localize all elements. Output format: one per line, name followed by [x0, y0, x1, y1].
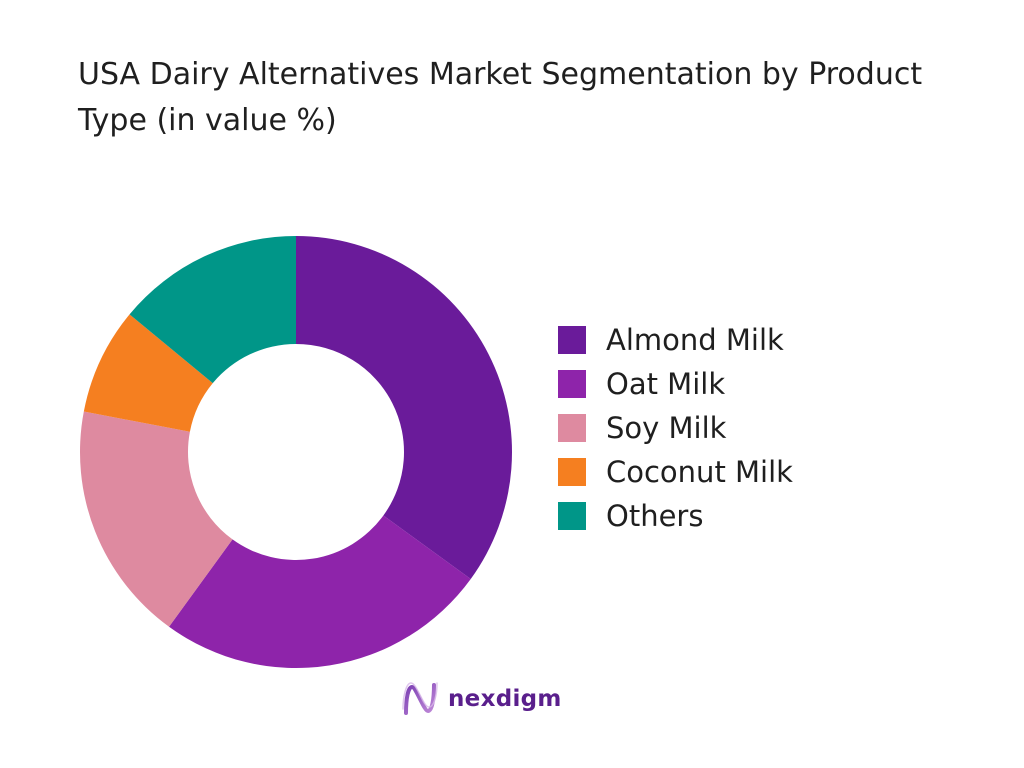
legend-swatch-oat [558, 370, 586, 398]
legend-label: Others [606, 499, 704, 533]
legend-label: Coconut Milk [606, 455, 793, 489]
donut-slice-oat-milk [169, 515, 471, 668]
donut-slice-others [129, 236, 296, 384]
legend-label: Almond Milk [606, 323, 784, 357]
legend-swatch-coconut [558, 458, 586, 486]
legend-label: Oat Milk [606, 367, 726, 401]
legend-label: Soy Milk [606, 411, 727, 445]
legend-item: Others [558, 494, 793, 538]
brand-logo: nexdigm [400, 679, 562, 719]
donut-slice-almond-milk [296, 236, 512, 579]
donut-chart [80, 236, 512, 668]
nexdigm-logo-icon [402, 682, 438, 715]
donut-slice-coconut-milk [83, 314, 213, 432]
legend-swatch-soy [558, 414, 586, 442]
legend: Almond Milk Oat Milk Soy Milk Coconut Mi… [558, 318, 793, 538]
chart-title: USA Dairy Alternatives Market Segmentati… [78, 57, 923, 138]
legend-item: Soy Milk [558, 406, 793, 450]
legend-item: Almond Milk [558, 318, 793, 362]
legend-swatch-others [558, 502, 586, 530]
legend-swatch-almond [558, 326, 586, 354]
donut-slice-soy-milk [80, 411, 233, 627]
brand-name: nexdigm [448, 686, 562, 712]
legend-item: Coconut Milk [558, 450, 793, 494]
legend-item: Oat Milk [558, 362, 793, 406]
